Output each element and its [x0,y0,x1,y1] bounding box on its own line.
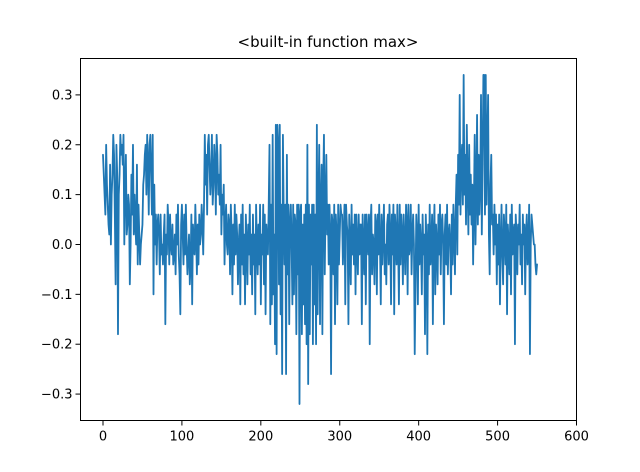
plot-area [102,74,538,405]
data-line-series-1 [102,74,538,405]
y-tick-label: 0.0 [52,238,73,253]
x-axis: 0 100 200 300 400 500 600 [99,420,589,445]
x-tick-label: 500 [485,430,510,445]
chart-title: <built-in function max> [238,33,419,51]
x-tick-label: 400 [406,430,431,445]
plot-frame [80,58,577,421]
y-tick-label: 0.3 [52,88,73,103]
x-tick-label: 600 [564,430,589,445]
y-tick-label: 0.1 [52,188,73,203]
x-tick-label: 200 [248,430,273,445]
y-tick-label: 0.2 [52,138,73,153]
x-tick-label: 300 [327,430,352,445]
y-tick-label: −0.1 [41,288,73,303]
x-tick-label: 0 [99,430,107,445]
y-axis: −0.3 −0.2 −0.1 0.0 0.1 0.2 0.3 [41,88,81,403]
y-tick-label: −0.3 [41,388,73,403]
x-tick-label: 100 [169,430,194,445]
y-tick-label: −0.2 [41,338,73,353]
